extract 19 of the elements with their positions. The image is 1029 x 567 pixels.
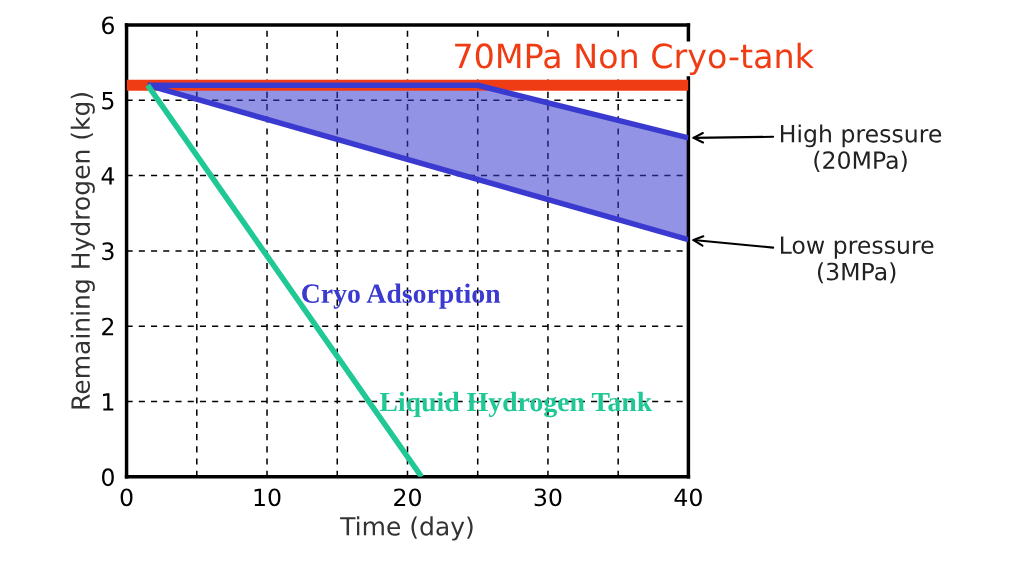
x-tick-label: 30 — [534, 488, 562, 507]
y-tick-label: 5 — [102, 92, 114, 110]
x-tick-label: 10 — [254, 488, 281, 507]
y-tick-label: 4 — [101, 167, 115, 185]
x-axis-title: Time (day) — [340, 516, 473, 541]
series-label: Liquid Hydrogen Tank — [379, 391, 653, 418]
y-tick-label: 3 — [102, 242, 114, 261]
annotation: High pressure (20MPa) — [781, 124, 942, 172]
x-tick-label: 20 — [394, 488, 421, 507]
x-tick-label: 40 — [674, 488, 702, 507]
series-label: 70MPa Non Cryo-tank — [455, 42, 814, 75]
y-axis-title: Remaining Hydrogen (kg) — [70, 93, 95, 409]
text: Cryo Adsorption — [302, 283, 501, 309]
x-tick-label: 0 — [120, 488, 133, 507]
y-tick-label: 0 — [101, 468, 114, 487]
y-tick-label: 1 — [103, 393, 114, 411]
y-tick-label: 2 — [102, 317, 114, 336]
y-tick-label: 6 — [102, 16, 114, 35]
annotation: Low pressure (3MPa) — [781, 236, 934, 284]
